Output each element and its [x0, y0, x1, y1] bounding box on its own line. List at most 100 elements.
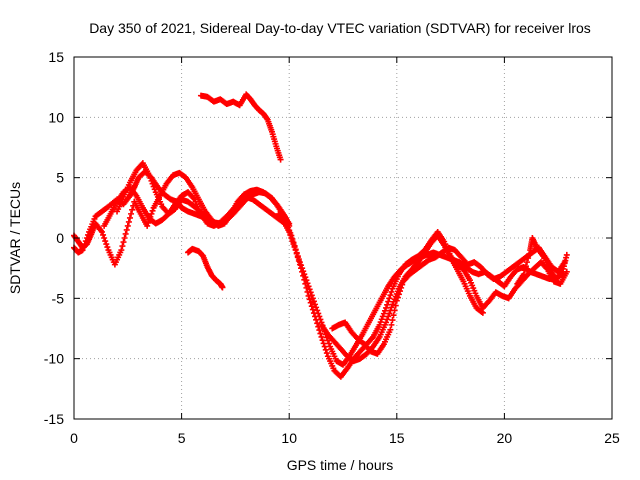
- data-point: [314, 320, 321, 327]
- data-point: [305, 292, 312, 299]
- data-point: [479, 309, 486, 316]
- chart-title: Day 350 of 2021, Sidereal Day-to-day VTE…: [89, 20, 591, 36]
- data-point: [103, 241, 110, 248]
- data-point: [301, 276, 308, 283]
- x-tick-label: 10: [281, 430, 297, 446]
- data-point: [120, 239, 127, 246]
- data-point: [302, 280, 309, 287]
- data-point: [149, 180, 156, 187]
- data-point: [306, 296, 313, 303]
- data-point: [523, 259, 530, 266]
- data-point: [145, 219, 152, 226]
- data-point: [287, 231, 294, 238]
- data-point: [313, 304, 320, 311]
- data-point: [293, 250, 300, 257]
- series-arc11: [514, 235, 570, 287]
- data-point: [123, 226, 130, 233]
- data-point: [320, 340, 327, 347]
- data-point: [277, 156, 284, 163]
- data-point: [385, 298, 392, 305]
- data-point: [399, 281, 406, 288]
- data-point: [219, 284, 226, 291]
- data-point: [398, 284, 405, 291]
- data-point: [391, 307, 398, 314]
- data-point: [478, 309, 485, 316]
- y-tick-label: 15: [48, 49, 64, 65]
- data-point: [129, 206, 136, 213]
- data-point: [125, 218, 132, 225]
- data-point: [304, 288, 311, 295]
- data-point: [148, 177, 155, 184]
- data-point: [307, 299, 314, 306]
- ticks: 0 5 10 15 20 25 -15 -10 -5 0 5 10 15: [44, 49, 620, 446]
- data-point: [521, 267, 528, 274]
- data-point: [383, 304, 390, 311]
- data-point: [292, 247, 299, 254]
- data-point: [376, 321, 383, 328]
- data-point: [294, 254, 301, 261]
- series-arc5: [197, 91, 284, 163]
- data-point: [326, 340, 333, 347]
- data-points: [71, 91, 570, 380]
- data-point: [147, 175, 154, 182]
- data-point: [291, 244, 298, 251]
- data-point: [384, 301, 391, 308]
- data-point: [379, 313, 386, 320]
- data-point: [397, 288, 404, 295]
- data-point: [378, 316, 385, 323]
- data-point: [388, 304, 395, 311]
- data-point: [321, 343, 328, 350]
- data-point: [389, 317, 396, 324]
- data-point: [204, 213, 211, 220]
- x-tick-label: 25: [604, 430, 620, 446]
- data-point: [286, 228, 293, 235]
- data-point: [383, 319, 390, 326]
- data-point: [295, 257, 302, 264]
- data-point: [121, 235, 128, 241]
- data-point: [102, 238, 109, 245]
- data-point: [309, 306, 316, 313]
- data-point: [324, 337, 331, 344]
- data-point: [148, 210, 155, 217]
- data-point: [308, 303, 315, 310]
- data-point: [128, 210, 135, 217]
- data-point: [118, 247, 125, 254]
- data-point: [119, 243, 126, 250]
- data-point: [388, 288, 395, 295]
- data-point: [318, 333, 325, 340]
- data-point: [394, 294, 401, 301]
- data-point: [150, 183, 157, 190]
- data-point: [299, 268, 306, 275]
- data-point: [387, 292, 394, 299]
- data-point: [387, 326, 394, 333]
- data-point: [309, 295, 316, 302]
- data-point: [146, 172, 153, 179]
- data-point: [563, 251, 570, 258]
- data-point: [104, 244, 111, 251]
- x-tick-label: 5: [178, 430, 186, 446]
- data-point: [313, 316, 320, 323]
- data-point: [303, 284, 310, 291]
- data-point: [323, 350, 330, 357]
- x-axis-label: GPS time / hours: [287, 457, 394, 473]
- data-point: [310, 298, 317, 305]
- data-point: [300, 272, 307, 279]
- y-tick-label: 5: [56, 170, 64, 186]
- data-point: [381, 307, 388, 314]
- data-point: [384, 316, 391, 323]
- series-arc10: [329, 244, 568, 357]
- data-point: [314, 307, 321, 314]
- data-point: [525, 255, 532, 262]
- y-tick-label: -10: [44, 351, 64, 367]
- data-point: [393, 297, 400, 304]
- x-tick-label: 15: [389, 430, 405, 446]
- data-point: [296, 261, 303, 268]
- data-point: [319, 337, 326, 344]
- data-point: [317, 330, 324, 337]
- data-point: [122, 230, 129, 237]
- data-point: [388, 321, 395, 328]
- data-point: [290, 241, 297, 248]
- data-point: [151, 186, 158, 193]
- y-tick-label: 10: [48, 109, 64, 125]
